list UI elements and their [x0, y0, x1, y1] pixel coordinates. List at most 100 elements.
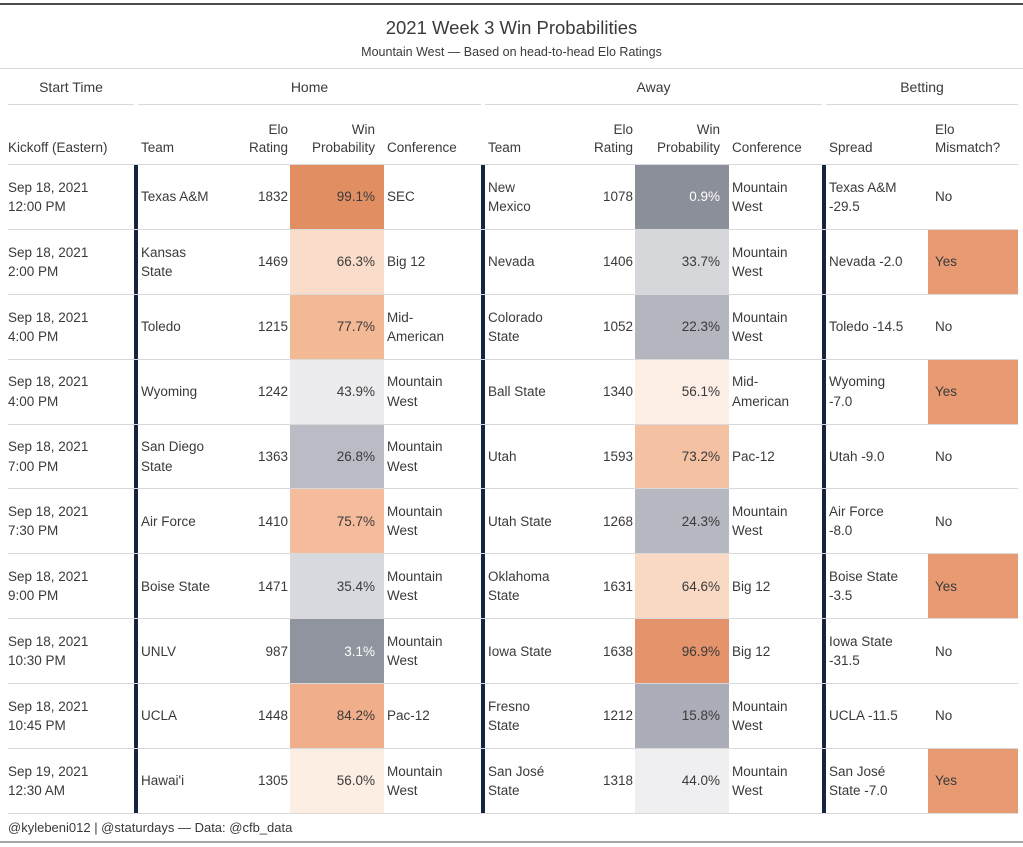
header-away-conference: Conference	[732, 139, 802, 155]
section-separator	[822, 424, 826, 489]
header-elo-mismatch: Elo Mismatch?	[935, 121, 1001, 155]
away-win-probability-cell: 15.8%	[635, 684, 729, 749]
section-separator	[481, 165, 485, 229]
section-separator	[822, 749, 826, 813]
home-win-probability-cell: 26.8%	[290, 424, 384, 489]
home-team-cell: Hawai'i	[141, 773, 185, 789]
section-separator	[134, 619, 138, 684]
home-elo-cell: 1215	[257, 319, 288, 335]
home-elo-cell: 1410	[257, 513, 288, 529]
title-divider	[0, 68, 1023, 69]
table-row: Sep 18, 2021 10:30 PM UNLV 987 3.1% Mountain…	[8, 619, 1018, 685]
home-team-cell: Air Force	[141, 513, 196, 529]
home-team-cell: Kansas State	[141, 244, 187, 279]
away-conference-cell: Big 12	[732, 643, 771, 659]
home-elo-cell: 1469	[257, 254, 288, 270]
home-team-cell: Toledo	[141, 319, 181, 335]
kickoff-cell: Sep 18, 2021 12:00 PM	[8, 179, 89, 214]
away-team-cell: Fresno State	[488, 698, 531, 734]
top-rule	[0, 3, 1023, 5]
away-win-probability-cell: 44.0%	[635, 749, 729, 813]
win-probability-table: Start Time Home Away Betting Kickoff (Ea…	[0, 69, 1023, 814]
section-separator	[822, 165, 826, 229]
elo-mismatch-cell: Yes	[928, 229, 1018, 294]
home-elo-cell: 1832	[257, 189, 288, 205]
section-separator	[481, 424, 485, 489]
elo-mismatch-cell: No	[935, 708, 953, 724]
elo-mismatch-cell: No	[935, 513, 953, 529]
section-separator	[822, 554, 826, 619]
away-win-probability-cell: 33.7%	[635, 229, 729, 294]
section-separator	[822, 294, 826, 359]
away-conference-cell: Mountain West	[732, 763, 788, 798]
away-elo-cell: 1318	[602, 773, 633, 789]
header-home-team: Team	[141, 139, 175, 155]
section-separator	[134, 749, 138, 813]
section-separator	[822, 359, 826, 424]
kickoff-cell: Sep 18, 2021 7:00 PM	[8, 439, 89, 474]
table-row: Sep 18, 2021 7:00 PM San Diego State 1363 2…	[8, 424, 1018, 490]
spread-cell: UCLA -11.5	[829, 708, 898, 724]
page-title: 2021 Week 3 Win Probabilities	[385, 17, 638, 38]
away-team-cell: Iowa State	[488, 643, 552, 659]
away-conference-cell: Mountain West	[732, 504, 788, 539]
home-elo-cell: 1471	[257, 578, 288, 594]
home-conference-cell: Mid- American	[387, 309, 445, 344]
elo-mismatch-cell: Yes	[928, 359, 1018, 424]
spread-cell: Air Force -8.0	[829, 504, 884, 539]
kickoff-cell: Sep 18, 2021 7:30 PM	[8, 504, 89, 539]
away-elo-cell: 1212	[602, 708, 633, 724]
section-separator	[134, 424, 138, 489]
home-elo-cell: 1242	[257, 384, 288, 400]
table-row: Sep 19, 2021 12:30 AM Hawai'i 1305 56.0% Mou…	[8, 749, 1018, 814]
table-row: Sep 18, 2021 2:00 PM Kansas State 1469 66.3…	[8, 229, 1018, 295]
home-conference-cell: SEC	[387, 189, 415, 205]
section-separator	[481, 294, 485, 359]
away-conference-cell: Mountain West	[732, 179, 788, 214]
away-conference-cell: Big 12	[732, 578, 771, 594]
section-separator	[134, 684, 138, 749]
section-separator	[134, 165, 138, 229]
away-team-cell: San José State	[488, 763, 545, 798]
spread-cell: Utah -9.0	[829, 448, 885, 464]
away-elo-cell: 1631	[602, 578, 633, 594]
kickoff-cell: Sep 18, 2021 4:00 PM	[8, 374, 89, 409]
section-separator	[481, 489, 485, 554]
away-elo-cell: 1593	[602, 448, 633, 464]
bottom-rule	[0, 840, 1023, 843]
section-separator	[822, 619, 826, 684]
away-team-cell: Colorado State	[488, 309, 543, 344]
section-separator	[822, 229, 826, 294]
spread-cell: Iowa State -31.5	[829, 634, 893, 669]
home-conference-cell: Pac-12	[387, 708, 430, 724]
group-start-time: Start Time	[8, 69, 134, 105]
home-team-cell: UNLV	[141, 643, 177, 659]
header-home-win-probability: Win Probability	[311, 121, 375, 155]
home-win-probability-cell: 75.7%	[290, 489, 384, 554]
kickoff-cell: Sep 19, 2021 12:30 AM	[8, 763, 89, 798]
home-elo-cell: 1448	[257, 708, 288, 724]
elo-mismatch-cell: No	[935, 319, 953, 335]
section-separator	[134, 229, 138, 294]
section-separator	[822, 489, 826, 554]
kickoff-cell: Sep 18, 2021 9:00 PM	[8, 569, 89, 604]
header-spread: Spread	[829, 139, 873, 155]
away-elo-cell: 1268	[602, 513, 633, 529]
home-win-probability-cell: 99.1%	[290, 165, 384, 229]
group-away: Away	[485, 69, 822, 105]
table-row: Sep 18, 2021 4:00 PM Toledo 1215 77.7% Mid- …	[8, 294, 1018, 360]
home-team-cell: Texas A&M	[141, 189, 209, 205]
section-separator	[134, 489, 138, 554]
away-elo-cell: 1052	[602, 319, 633, 335]
away-conference-cell: Mountain West	[732, 244, 788, 279]
spread-cell: Toledo -14.5	[829, 319, 904, 335]
section-separator	[134, 359, 138, 424]
home-conference-cell: Mountain West	[387, 374, 443, 409]
away-team-cell: Utah	[488, 448, 517, 464]
away-win-probability-cell: 64.6%	[635, 554, 729, 619]
home-conference-cell: Big 12	[387, 254, 426, 270]
home-win-probability-cell: 56.0%	[290, 749, 384, 813]
elo-mismatch-cell: No	[935, 189, 953, 205]
away-elo-cell: 1406	[602, 254, 633, 270]
away-conference-cell: Mid- American	[732, 374, 790, 409]
